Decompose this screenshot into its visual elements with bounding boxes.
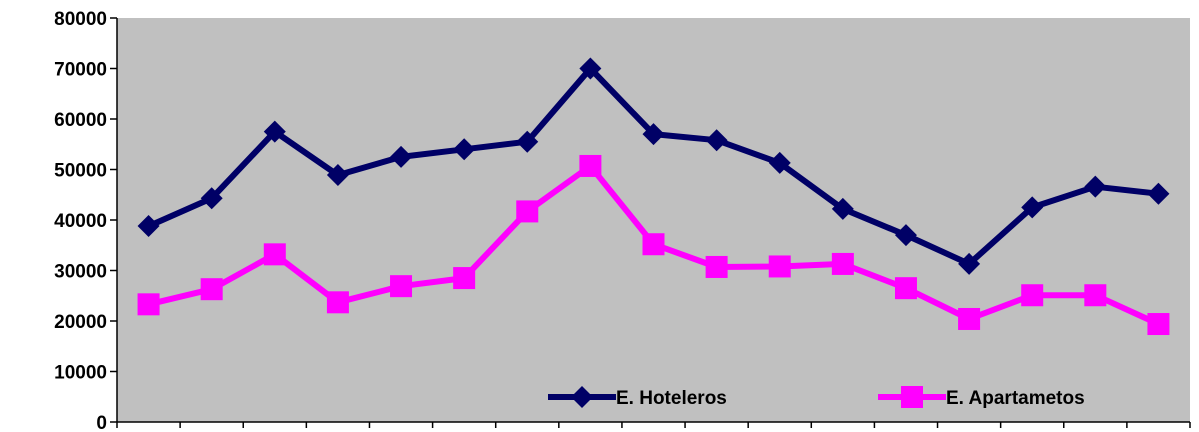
legend: E. Hoteleros E. Apartametos (548, 386, 1085, 409)
series-layer (137, 57, 1170, 336)
series-1-point (768, 151, 791, 174)
y-tick-label: 70000 (54, 60, 107, 81)
y-tick-label: 50000 (54, 161, 107, 182)
series-2-point (1147, 313, 1170, 336)
legend-label: E. Hoteleros (616, 388, 727, 409)
series-1-point (137, 215, 160, 238)
series-1-point (579, 57, 602, 80)
series-2-point (768, 255, 791, 278)
legend-swatch-marker (901, 386, 923, 408)
series-1-point (705, 129, 728, 152)
series-2-point (579, 154, 602, 177)
series-2-point (642, 233, 665, 256)
series-2-point (1021, 284, 1044, 307)
y-tick-label: 40000 (54, 211, 107, 232)
series-2-point (958, 307, 981, 330)
series-2-point (705, 255, 728, 278)
y-tick-label: 20000 (54, 312, 107, 333)
y-tick-label: 30000 (54, 262, 107, 283)
series-1-point (958, 252, 981, 275)
series-1-point (894, 224, 917, 247)
series-1-point (263, 120, 286, 143)
series-2-point (200, 278, 223, 301)
series-1-point (831, 197, 854, 220)
series-2-point (390, 275, 413, 298)
y-axis-ticks: 0 10000 20000 30000 40000 50000 60000 70000 8000… (54, 9, 1191, 432)
series-2-point (894, 277, 917, 300)
y-tick-label: 10000 (54, 363, 107, 384)
series-1-point (200, 187, 223, 210)
series-2-point (263, 243, 286, 266)
series-1-point (326, 164, 349, 187)
legend-label: E. Apartametos (946, 388, 1085, 409)
plot-area (117, 18, 1190, 422)
y-tick-label: 80000 (54, 9, 107, 30)
legend-item-2: E. Apartametos (878, 386, 1085, 409)
series-1 (137, 57, 1170, 275)
y-tick-label: 60000 (54, 110, 107, 131)
series-1-point (642, 123, 665, 146)
legend-item-1: E. Hoteleros (548, 386, 727, 409)
series-1-point (1147, 182, 1170, 205)
series-1-point (453, 138, 476, 161)
series-2-point (516, 200, 539, 223)
series-2-point (137, 293, 160, 316)
legend-swatch-marker (571, 386, 593, 408)
y-tick-label: 0 (96, 413, 107, 432)
series-1-point (1084, 175, 1107, 198)
series-1-point (1021, 196, 1044, 219)
series-1-point (390, 145, 413, 168)
series-2-point (326, 291, 349, 314)
series-1-point (516, 130, 539, 153)
series-2-point (1084, 284, 1107, 307)
series-2-point (453, 267, 476, 290)
series-2 (137, 154, 1170, 336)
series-2-point (831, 252, 854, 275)
